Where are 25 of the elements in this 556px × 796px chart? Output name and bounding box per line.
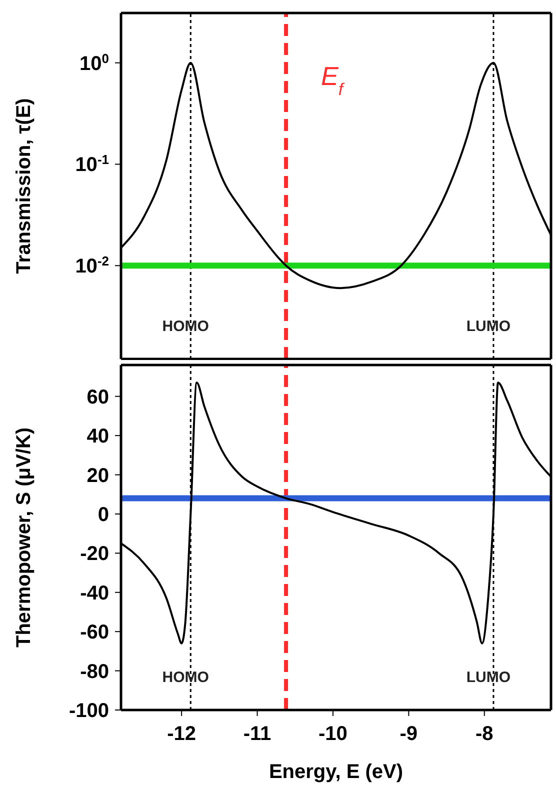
- y-axis-title: Transmission, τ(E): [13, 98, 35, 274]
- x-tick-label: -11: [243, 723, 272, 745]
- y-tick-label: -80: [80, 660, 109, 683]
- y-tick-label: 10$^{0}$: [80, 50, 109, 75]
- ref-line-label: E$_{f}$: [321, 61, 346, 98]
- y-tick-label: 10$^{-2}$: [75, 253, 109, 278]
- y-tick-label: 20: [86, 464, 109, 487]
- y-tick-label: 60: [86, 386, 109, 408]
- x-axis-title: Energy, E (eV): [268, 761, 404, 783]
- y-tick-label: 10$^{-1}$: [75, 152, 109, 176]
- y-tick-label: -20: [80, 543, 109, 566]
- y-tick-label: -40: [80, 582, 109, 604]
- y-tick-label: -60: [80, 622, 109, 644]
- y-tick-label: 0: [98, 504, 109, 526]
- ref-line-label: HOMO: [162, 669, 210, 686]
- ref-line-label: LUMO: [466, 669, 511, 686]
- y-tick-label: -100: [68, 700, 109, 722]
- x-tick-label: -8: [475, 723, 494, 745]
- x-tick-label: -9: [400, 723, 418, 745]
- ref-line-label: HOMO: [162, 318, 210, 335]
- y-tick-label: 40: [86, 426, 109, 448]
- x-tick-label: -10: [318, 723, 348, 745]
- ref-line-label: LUMO: [466, 318, 511, 335]
- x-tick-label: -12: [167, 723, 196, 745]
- y-axis-title: Thermopower, S (μV/K): [13, 427, 35, 648]
